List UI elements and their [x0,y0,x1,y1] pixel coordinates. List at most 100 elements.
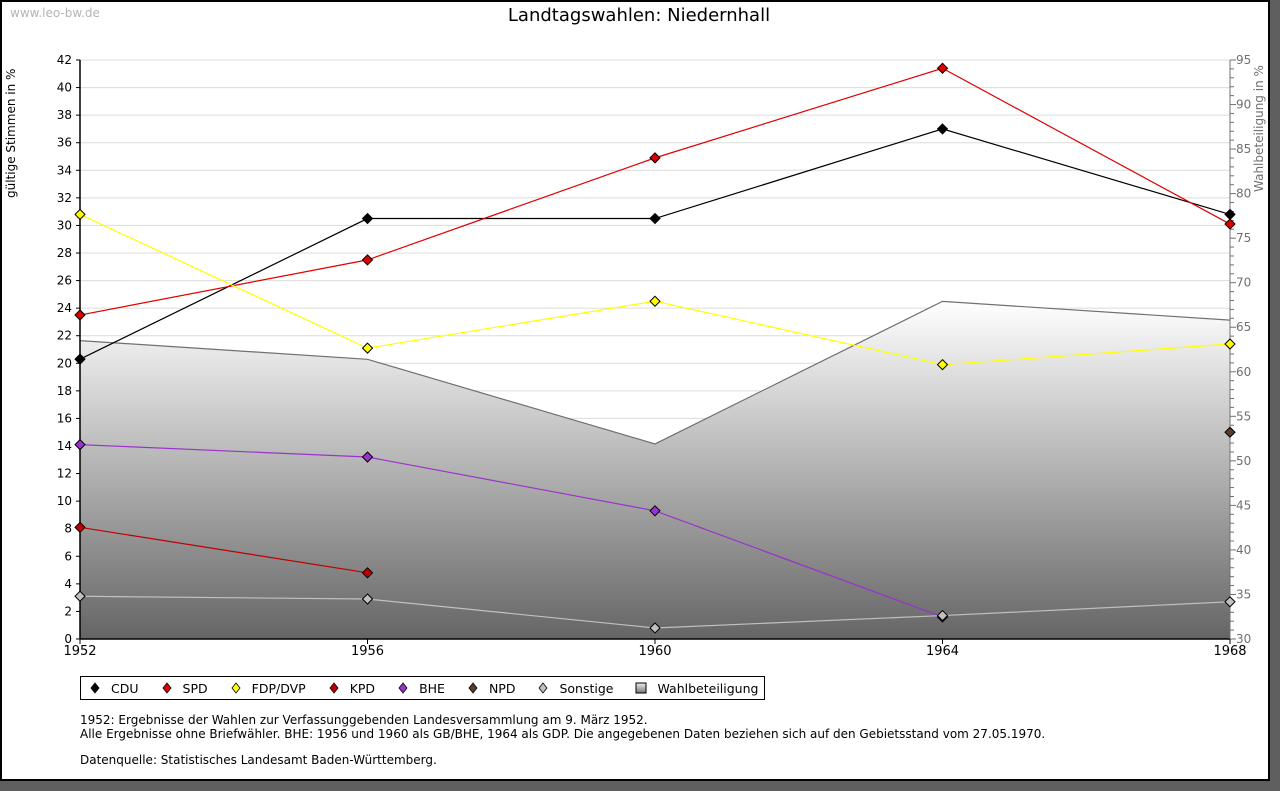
series-line-bhe [79,444,943,618]
legend-label: Sonstige [559,680,614,696]
data-point-kpd [74,521,86,534]
data-point-spd [361,254,374,266]
y-tick-label-right: 30 [1236,632,1251,646]
data-point-cdu [361,212,374,225]
y-tick-label-left: 6 [64,549,72,563]
y-tick-label-left: 32 [57,191,72,205]
y-tick-label-left: 42 [57,53,72,67]
legend-diamond-icon [231,682,241,694]
y-tick-label-right: 65 [1236,320,1251,334]
y-tick-label-left: 2 [64,604,72,618]
data-point-bhe [649,505,661,517]
y-tick-label-left: 0 [64,632,72,646]
legend-item: KPD [328,681,375,696]
note-line-1: 1952: Ergebnisse der Wahlen zur Verfassu… [80,713,648,727]
tick-labels: 0246810121416182022242628303234363840423… [57,53,1252,659]
y-tick-label-left: 34 [57,163,72,177]
y-tick-label-right: 60 [1236,365,1251,379]
data-point-sonstige [649,622,661,634]
turnout-area [79,300,1231,639]
data-point-fdp-dvp [361,342,374,354]
y-tick-label-right: 35 [1236,587,1251,601]
y-tick-label-right: 45 [1236,498,1251,512]
data-point-fdp-dvp [74,208,86,221]
data-point-spd [936,62,949,74]
legend-square-icon [635,682,647,694]
data-point-sonstige [74,590,86,602]
legend-label: KPD [349,680,376,696]
data-point-cdu [1224,208,1236,221]
series-points [74,62,1236,634]
y-tick-label-right: 70 [1236,276,1251,290]
watermark: www.leo-bw.de [10,6,100,20]
data-point-spd [1224,218,1236,230]
y-tick-label-left: 20 [57,356,72,370]
y-tick-label-left: 24 [57,301,72,315]
y-tick-label-left: 30 [57,218,72,232]
legend-label: SPD [182,680,208,696]
y-tick-label-left: 38 [57,108,72,122]
x-tick-label: 1952 [63,644,96,659]
y-tick-label-right: 50 [1236,454,1251,468]
data-point-bhe [361,451,374,463]
y-tick-label-right: 55 [1236,409,1251,423]
legend-label: Wahlbeteiligung [657,680,759,696]
y-tick-label-left: 22 [57,329,72,343]
y-axis-label-right: Wahlbeteiligung in % [1252,65,1266,192]
data-point-cdu [936,123,949,135]
data-point-fdp-dvp [649,295,661,307]
y-tick-label-left: 14 [57,439,72,453]
y-tick-label-left: 26 [57,274,72,288]
y-tick-label-left: 40 [57,81,72,95]
legend-label: BHE [419,680,445,696]
legend-label: CDU [111,680,139,696]
legend-item: Wahlbeteiligung [635,681,758,696]
data-point-bhe [74,438,86,451]
data-point-cdu [649,212,661,225]
turnout-area-fill [80,301,1230,639]
legend-label: NPD [488,680,516,696]
data-point-fdp-dvp [936,358,949,371]
y-tick-label-right: 90 [1236,98,1251,112]
legend-item: NPD [467,680,516,696]
y-tick-label-right: 40 [1236,543,1251,557]
legend-diamond-icon [538,682,548,694]
y-tick-label-left: 12 [57,467,72,481]
y-tick-label-left: 36 [57,136,72,150]
x-tick-label: 1964 [926,644,959,659]
y-tick-label-left: 18 [57,384,72,398]
chart-notes: 1952: Ergebnisse der Wahlen zur Verfassu… [80,713,1045,767]
series-line-kpd [79,526,368,574]
legend: CDU SPD FDP/DVP KPD BHE NPD Sonstige Wahlbeteil… [80,676,766,700]
series-line-spd [79,67,1231,316]
chart-title: Landtagswahlen: Niedernhall [507,5,771,26]
legend-item: SPD [161,681,208,696]
y-tick-label-right: 75 [1236,231,1251,245]
data-point-fdp-dvp [1224,338,1236,350]
data-point-kpd [361,567,374,579]
legend-diamond-icon [398,682,408,694]
y-tick-label-right: 80 [1236,187,1251,201]
data-point-spd [74,309,86,321]
legend-diamond-icon [468,682,478,694]
data-point-cdu [74,353,86,365]
note-source: Datenquelle: Statistisches Landesamt Bad… [80,753,437,767]
legend-label: FDP/DVP [251,680,306,696]
legend-item: Sonstige [537,681,613,696]
y-axis-label-left: gültige Stimmen in % [4,68,18,198]
legend-item: CDU [89,681,139,696]
legend-item: BHE [397,681,445,696]
x-tick-label: 1960 [638,644,671,659]
data-point-sonstige [1224,596,1236,608]
y-tick-label-right: 95 [1236,53,1251,67]
y-tick-label-left: 16 [57,411,72,425]
note-line-2: Alle Ergebnisse ohne Briefwähler. BHE: 1… [80,727,1046,741]
y-tick-label-left: 28 [57,246,72,260]
turnout-area-line [79,300,1231,445]
x-tick-label: 1956 [351,644,384,659]
chart-plot: 0246810121416182022242628303234363840423… [57,53,1252,659]
legend-item: FDP/DVP [230,681,306,696]
legend-diamond-icon [90,682,100,694]
x-tick-label: 1968 [1213,644,1246,659]
legend-diamond-icon [329,682,339,694]
